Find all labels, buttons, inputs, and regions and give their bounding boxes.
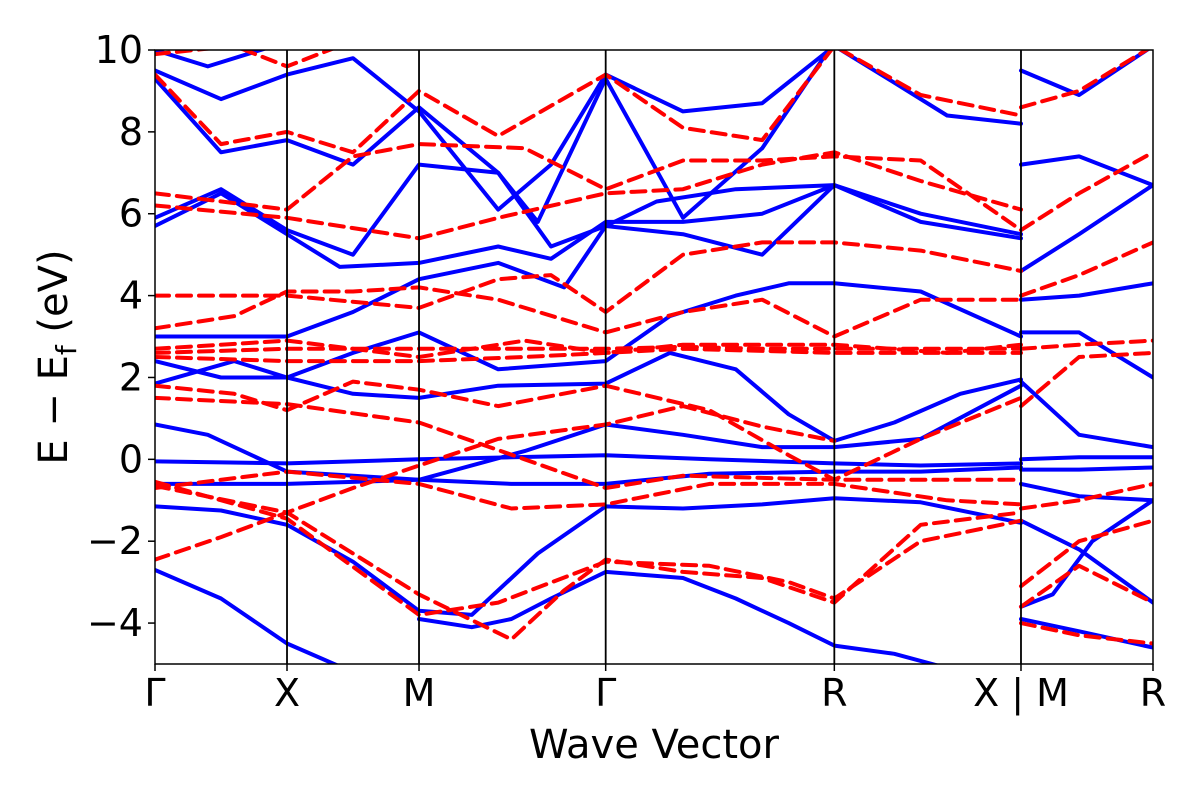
dashed-band-17 <box>1019 563 1153 609</box>
dashed-band-15 <box>1019 481 1153 511</box>
y-tick-label: −4 <box>87 601 143 645</box>
y-tick-label: 10 <box>95 28 143 72</box>
y-axis-title: E − Ef (eV) <box>31 249 83 464</box>
y-axis-ticks: 10 8 6 4 2 0 −2 −4 <box>87 28 155 645</box>
high-symmetry-lines <box>286 50 1022 664</box>
solid-band-17 <box>1019 518 1153 605</box>
y-tick-label: 2 <box>119 355 143 399</box>
dashed-band-16 <box>1019 518 1153 589</box>
solid-band-11 <box>155 50 832 224</box>
solid-band-14 <box>1019 481 1153 503</box>
x-tick-label: R <box>821 671 847 715</box>
x-tick-label: X | M <box>973 671 1069 716</box>
solid-band-22 <box>1019 281 1153 302</box>
dashed-band-19 <box>1019 350 1153 409</box>
dashed-band-14 <box>155 50 335 69</box>
solid-band-20 <box>1019 379 1153 450</box>
x-tick-label: X <box>274 671 300 715</box>
y-axis-title-sub: f <box>50 344 83 355</box>
solid-band-1 <box>417 569 940 664</box>
y-axis-title-main: E − E <box>31 355 77 465</box>
dashed-band-2 <box>155 479 1023 617</box>
bands-group <box>155 50 1153 664</box>
dashed-band-23 <box>1019 50 1151 110</box>
solid-band-21 <box>1019 330 1153 380</box>
dashed-band-9 <box>155 285 1023 339</box>
dashed-band-18 <box>1019 621 1153 646</box>
x-axis-title: Wave Vector <box>529 722 780 768</box>
x-axis-ticks: Γ X M Γ R X | M R <box>144 664 1166 716</box>
solid-band-6 <box>155 350 1023 443</box>
x-tick-label: R <box>1140 671 1166 715</box>
dashed-band-20 <box>1019 338 1153 351</box>
y-axis-title-unit: (eV) <box>31 249 77 345</box>
dashed-band-6 <box>155 346 1023 364</box>
dashed-band-22 <box>1019 150 1153 233</box>
x-tick-label: M <box>403 671 436 715</box>
dashed-band-13 <box>155 50 1023 155</box>
x-tick-label: Γ <box>595 671 616 715</box>
solid-band-23 <box>1019 183 1153 273</box>
dashed-band-12 <box>155 142 1023 233</box>
solid-band-13 <box>155 50 268 69</box>
solid-band-24 <box>1019 154 1153 188</box>
plot-background <box>155 50 1153 664</box>
dashed-band-4 <box>155 379 1023 482</box>
y-tick-label: −2 <box>87 519 143 563</box>
y-tick-label: 8 <box>119 110 143 154</box>
x-tick-label: Γ <box>144 671 165 715</box>
y-tick-label: 4 <box>119 274 143 318</box>
y-tick-label: 6 <box>119 192 143 236</box>
solid-band-15 <box>1019 465 1153 472</box>
y-tick-label: 0 <box>119 437 143 481</box>
solid-band-16 <box>1019 455 1153 462</box>
dashed-band-5 <box>155 395 1023 490</box>
dashed-band-11 <box>155 150 1023 241</box>
plot-frame <box>154 49 1154 665</box>
solid-band-19 <box>1019 498 1153 609</box>
solid-band-0 <box>155 567 340 664</box>
dashed-band-21 <box>1019 240 1153 298</box>
